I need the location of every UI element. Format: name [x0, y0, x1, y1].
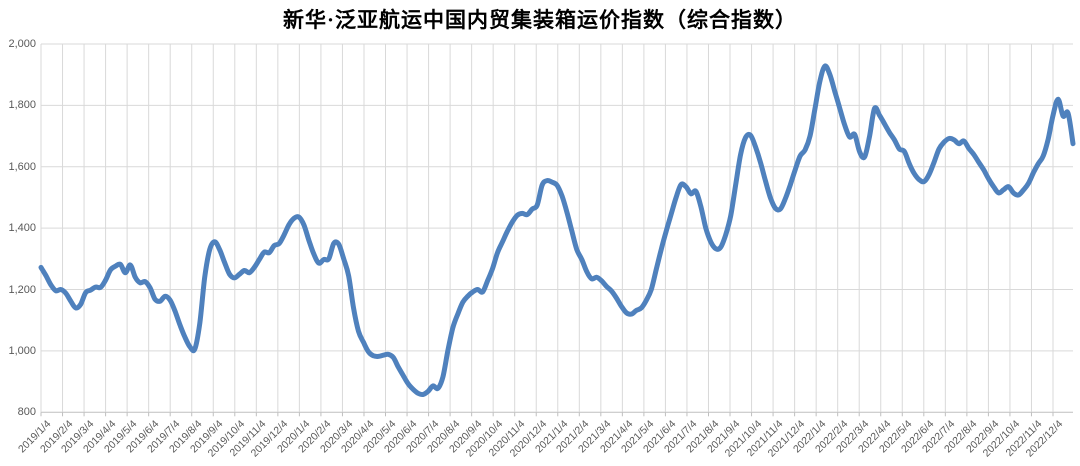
- y-axis-tick-label: 800: [17, 406, 36, 419]
- y-axis-tick-label: 1,400: [8, 222, 36, 235]
- y-axis-tick-label: 1,000: [8, 344, 36, 357]
- freight-index-line: [38, 63, 1076, 398]
- y-axis-tick-label: 1,200: [8, 283, 36, 296]
- y-axis-tick-label: 2,000: [8, 38, 36, 50]
- chart-title: 新华·泛亚航运中国内贸集装箱运价指数（综合指数）: [282, 8, 797, 32]
- y-axis-tick-label: 1,800: [8, 99, 36, 112]
- y-axis-tick-label: 1,600: [8, 160, 36, 173]
